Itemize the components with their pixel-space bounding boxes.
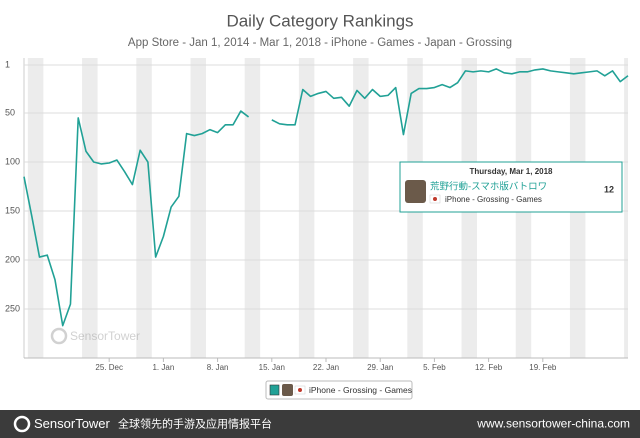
tooltip-app: 荒野行動-スマホ版バトロワ bbox=[430, 181, 547, 193]
weekend-band bbox=[353, 58, 369, 358]
weekend-band bbox=[244, 58, 261, 358]
series-line bbox=[23, 68, 629, 327]
footer-tagline: 全球领先的手游及应用情报平台 bbox=[118, 416, 272, 430]
tooltip: Thursday, Mar 1, 2018 荒野行動-スマホ版バトロワ iPho… bbox=[399, 161, 623, 213]
x-tick-label: 19. Feb bbox=[529, 363, 557, 372]
plot bbox=[23, 68, 629, 327]
x-tick-label: 1. Jan bbox=[152, 363, 174, 372]
app-icon bbox=[405, 180, 426, 203]
chart-subtitle: App Store - Jan 1, 2014 - Mar 1, 2018 - … bbox=[128, 37, 512, 49]
tooltip-value: 12 bbox=[604, 184, 614, 194]
x-tick-label: 5. Feb bbox=[423, 363, 446, 372]
y-tick-label: 1 bbox=[5, 59, 10, 69]
watermark-text: SensorTower bbox=[70, 329, 140, 343]
legend-swatch[interactable] bbox=[269, 384, 280, 396]
tooltip-box bbox=[399, 161, 623, 213]
y-tick-label: 150 bbox=[5, 205, 20, 215]
footer-brand: SensorTower bbox=[34, 416, 111, 431]
x-tick-label: 29. Jan bbox=[367, 363, 393, 372]
legend-icon bbox=[282, 384, 293, 396]
legend-box bbox=[265, 380, 413, 400]
weekend-band bbox=[136, 58, 152, 358]
watermark-logo bbox=[50, 327, 68, 345]
weekend-band bbox=[82, 58, 98, 358]
footer-logo bbox=[13, 415, 31, 433]
legend-label[interactable]: iPhone - Grossing - Games bbox=[309, 385, 412, 395]
tooltip-series: iPhone - Grossing - Games bbox=[445, 195, 542, 204]
y-tick-label: 250 bbox=[5, 303, 20, 313]
legend: iPhone - Grossing - Games bbox=[265, 380, 413, 400]
weekend-band bbox=[27, 58, 44, 358]
weekend-band bbox=[190, 58, 206, 358]
weekend-band bbox=[298, 58, 315, 358]
watermark: SensorTower bbox=[50, 327, 140, 345]
footer-bar bbox=[0, 410, 640, 438]
y-tick-label: 200 bbox=[5, 254, 20, 264]
flag-dot bbox=[433, 197, 437, 201]
chart-title: Daily Category Rankings bbox=[226, 11, 413, 30]
x-tick-label: 12. Feb bbox=[475, 363, 503, 372]
legend-flag-dot bbox=[298, 388, 302, 392]
y-tick-label: 50 bbox=[5, 107, 15, 117]
x-tick-label: 15. Jan bbox=[259, 363, 285, 372]
footer-url[interactable]: www.sensortower-china.com bbox=[476, 417, 630, 431]
x-tick-label: 22. Jan bbox=[313, 363, 339, 372]
y-tick-label: 100 bbox=[5, 156, 20, 166]
x-tick-label: 25. Dec bbox=[95, 363, 123, 372]
tooltip-date: Thursday, Mar 1, 2018 bbox=[470, 167, 554, 176]
x-tick-label: 8. Jan bbox=[207, 363, 229, 372]
weekend-band bbox=[624, 58, 628, 358]
footer: SensorTower 全球领先的手游及应用情报平台 www.sensortow… bbox=[0, 410, 640, 438]
